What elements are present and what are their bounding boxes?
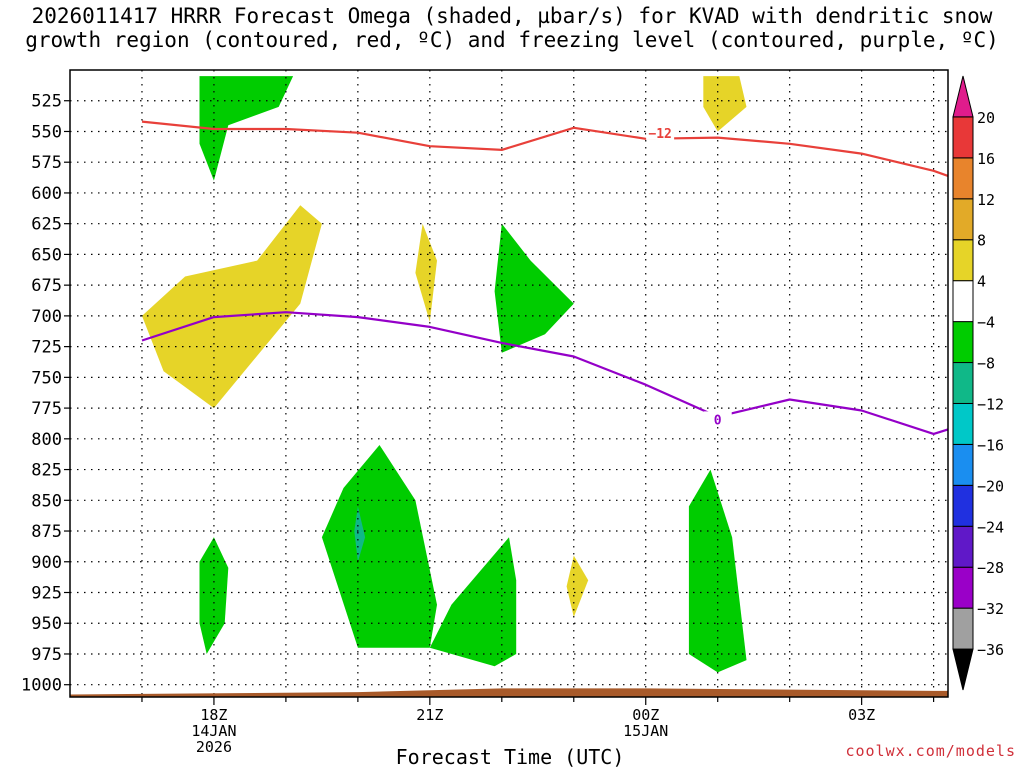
x-tick-label: 15JAN [623, 722, 668, 740]
colorbar-label: −8 [977, 355, 995, 373]
colorbar-label: 8 [977, 232, 986, 250]
colorbar-label: 20 [977, 109, 995, 127]
contour-label-bg-0 [646, 124, 675, 140]
terrain-layer [70, 688, 948, 697]
omega-region-16 [688, 469, 747, 673]
y-tick-label: 925 [31, 584, 62, 604]
x-axis-title: Forecast Time (UTC) [396, 745, 625, 768]
y-tick-label: 825 [31, 461, 62, 481]
y-tick-label: 875 [31, 522, 62, 542]
colorbar-label: −32 [977, 600, 1004, 618]
y-tick-label: 575 [31, 153, 62, 173]
chart-title: 2026011417 HRRR Forecast Omega (shaded, … [0, 4, 1024, 52]
y-tick-label: 850 [31, 491, 62, 511]
colorbar-bin-0 [952, 648, 974, 691]
colorbar-label: −20 [977, 477, 1004, 495]
omega-region-11 [494, 223, 574, 353]
x-axis: 18Z14JAN202621Z00Z15JAN03Z06Z09ZForecast… [141, 697, 935, 768]
omega-shading [142, 76, 1024, 673]
colorbar: 20 16 12 8 4 −4 −8 −12 −16 −20 −24 −28 −32 −36 [952, 75, 1004, 691]
colorbar-bin-12 [952, 157, 974, 200]
colorbar-label: −28 [977, 559, 1004, 577]
y-axis: 525 550 575 600 625 650 675 700 725 750 775 800 825 8… [21, 92, 70, 696]
colorbar-bin-11 [952, 198, 974, 241]
y-tick-label: 700 [31, 307, 62, 327]
colorbar-label: −16 [977, 436, 1004, 454]
contour-label-2: 0 [714, 413, 722, 428]
plot-frame [69, 69, 949, 698]
colorbar-label: −36 [977, 641, 1004, 659]
x-tick-label: 14JAN [191, 722, 236, 740]
contour-lines: −12−180 [141, 120, 948, 435]
omega-region-10 [199, 76, 294, 181]
y-tick-label: 975 [31, 645, 62, 665]
y-tick-label: 950 [31, 614, 62, 634]
omega-region-15 [429, 537, 517, 667]
colorbar-bin-1 [952, 607, 974, 650]
y-tick-label: 1000 [21, 676, 62, 696]
colorbar-label: 4 [977, 273, 986, 291]
chart-title-line1: 2026011417 HRRR Forecast Omega (shaded, … [31, 4, 993, 28]
y-tick-label: 650 [31, 245, 62, 265]
colorbar-bin-6 [952, 402, 974, 445]
contour-line-0 [141, 120, 948, 178]
chart-title-line2: growth region (contoured, red, ºC) and f… [25, 28, 999, 52]
colorbar-label: −12 [977, 395, 1004, 413]
omega-region-12 [321, 445, 437, 648]
colorbar-bin-9 [952, 280, 974, 323]
contour-label-0: −12 [648, 127, 671, 142]
omega-region-2 [703, 76, 747, 132]
colorbar-bin-7 [952, 362, 974, 404]
omega-region-1 [415, 223, 437, 322]
contour-line-2 [141, 311, 948, 435]
colorbar-label: −4 [977, 314, 995, 332]
y-tick-label: 625 [31, 215, 62, 235]
x-tick-label: 18Z [200, 706, 227, 724]
y-tick-label: 800 [31, 430, 62, 450]
x-tick-label: 03Z [848, 706, 875, 724]
colorbar-bin-8 [952, 321, 974, 364]
colorbar-bin-14 [952, 75, 974, 118]
plot-border [69, 69, 949, 698]
contour-label-bg-2 [703, 411, 732, 427]
y-tick-label: 725 [31, 338, 62, 358]
colorbar-bin-4 [952, 484, 974, 527]
y-tick-label: 600 [31, 184, 62, 204]
y-tick-label: 675 [31, 276, 62, 296]
x-tick-label: 21Z [416, 706, 443, 724]
x-tick-label: 2026 [196, 738, 232, 756]
y-tick-label: 750 [31, 368, 62, 388]
colorbar-label: −24 [977, 518, 1004, 536]
colorbar-bin-3 [952, 525, 974, 568]
y-tick-label: 525 [31, 92, 62, 112]
colorbar-bin-5 [952, 443, 974, 486]
omega-region-17 [1013, 291, 1024, 396]
y-tick-label: 775 [31, 399, 62, 419]
colorbar-bin-13 [952, 116, 974, 159]
watermark: coolwx.com/models [845, 742, 1016, 760]
omega-region-13 [354, 506, 366, 562]
omega-region-3 [566, 555, 589, 618]
omega-region-0 [142, 205, 322, 409]
y-tick-label: 900 [31, 553, 62, 573]
colorbar-label: 16 [977, 150, 995, 168]
colorbar-bin-10 [952, 239, 974, 282]
colorbar-label: 12 [977, 191, 995, 209]
x-tick-label: 00Z [632, 706, 659, 724]
colorbar-bin-2 [952, 566, 974, 609]
terrain-band [70, 688, 948, 697]
y-tick-label: 550 [31, 122, 62, 142]
